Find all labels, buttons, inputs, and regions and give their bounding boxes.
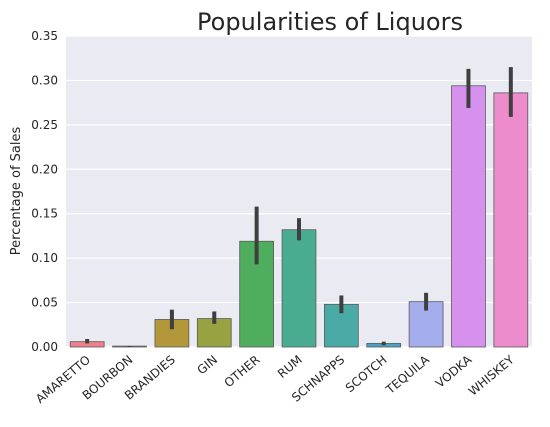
chart-title: Popularities of Liquors: [197, 8, 463, 36]
y-tick-label: 0.15: [31, 207, 58, 221]
y-tick-label: 0.35: [31, 29, 58, 43]
y-tick-label: 0.25: [31, 118, 58, 132]
x-tick-label: GIN: [194, 353, 220, 378]
x-tick-label: TEQUILA: [383, 352, 433, 397]
y-tick-label: 0.00: [31, 340, 58, 354]
x-tick-label: SCOTCH: [343, 353, 390, 396]
y-axis-ticks: 0.00 0.05 0.10 0.15 0.20 0.25 0.30 0.35: [31, 29, 58, 354]
error-bars: [85, 67, 513, 347]
y-tick-label: 0.20: [31, 162, 58, 176]
y-tick-label: 0.30: [31, 73, 58, 87]
bar-whiskey: [493, 92, 529, 348]
x-tick-label: WHISKEY: [466, 352, 518, 398]
y-axis-label: Percentage of Sales: [9, 127, 24, 256]
bar-gin: [196, 318, 232, 348]
bar-rum: [281, 229, 317, 348]
x-tick-label: OTHER: [222, 353, 263, 391]
y-tick-label: 0.10: [31, 251, 58, 265]
bar-vodka: [451, 85, 486, 348]
x-tick-label: RUM: [275, 353, 305, 381]
y-tick-label: 0.05: [31, 296, 58, 310]
